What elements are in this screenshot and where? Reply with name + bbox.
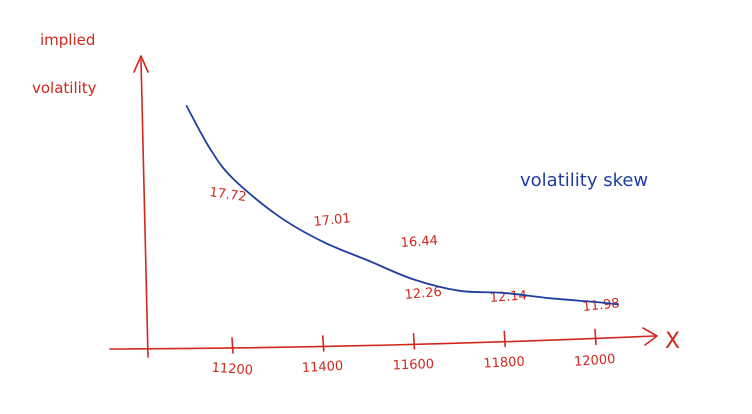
y-axis-line [140, 59, 149, 358]
y-axis-label-line1: implied [40, 31, 95, 49]
x-tick-label: 11800 [483, 355, 525, 372]
x-axis-line [109, 335, 656, 350]
x-tick-label: 12000 [574, 352, 616, 370]
volatility-skew-curve [185, 105, 619, 306]
point-value-label: 17.72 [208, 185, 247, 205]
volatility-skew-annotation: volatility skew [520, 170, 648, 191]
point-value-label: 12.26 [404, 285, 442, 303]
point-value-label: 11.98 [582, 296, 621, 315]
point-value-label: 16.44 [400, 233, 438, 251]
y-axis-label-line2: volatility [32, 79, 97, 97]
x-tick-label: 11600 [392, 357, 434, 373]
x-tick [412, 332, 416, 350]
x-tick-label: 11200 [211, 361, 253, 379]
x-tick-label: 11400 [302, 359, 344, 376]
x-tick [503, 330, 507, 348]
x-tick [594, 328, 597, 346]
x-axis-label: X [665, 329, 680, 354]
x-axis-arrowhead [642, 327, 658, 346]
x-tick [231, 337, 234, 354]
point-value-label: 17.01 [313, 211, 352, 230]
y-axis-arrowhead [133, 55, 149, 73]
point-value-label: 12.14 [489, 288, 527, 306]
x-tick [321, 335, 325, 352]
